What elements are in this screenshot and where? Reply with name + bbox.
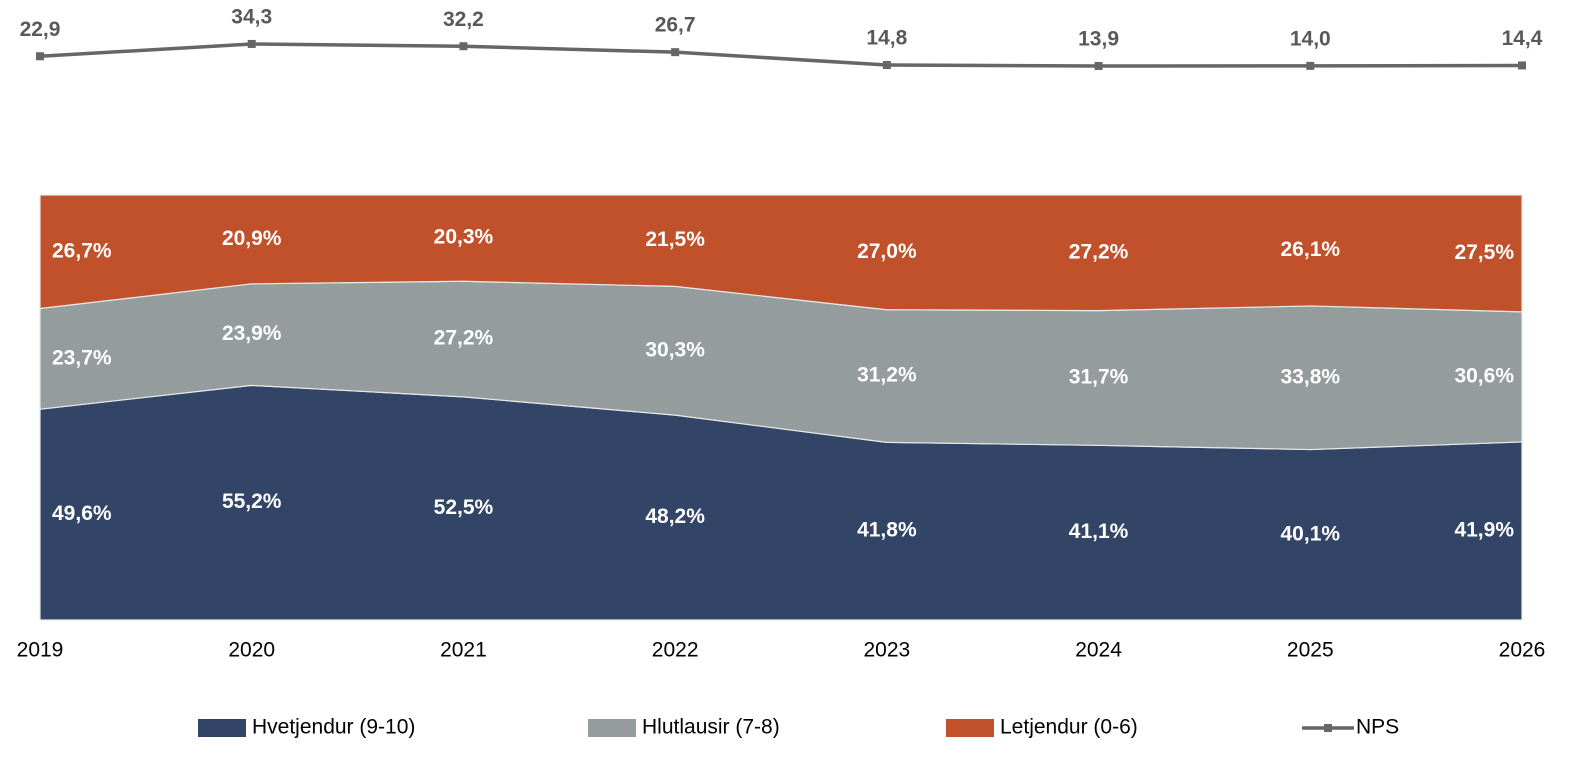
data-label: 31,2% bbox=[857, 364, 917, 387]
x-tick-label: 2021 bbox=[440, 639, 487, 662]
legend-label: Letjendur (0-6) bbox=[1000, 716, 1138, 739]
data-label: 49,6% bbox=[52, 502, 112, 525]
data-label: 27,0% bbox=[857, 240, 917, 263]
data-label: 14,0 bbox=[1290, 27, 1331, 50]
marker bbox=[671, 48, 680, 57]
data-label: 23,9% bbox=[222, 322, 282, 345]
data-label: 20,3% bbox=[434, 226, 494, 249]
data-label: 41,1% bbox=[1069, 520, 1129, 543]
data-label: 32,2 bbox=[443, 8, 484, 31]
x-tick-label: 2023 bbox=[863, 639, 910, 662]
data-label: 27,2% bbox=[434, 327, 494, 350]
data-label: 41,9% bbox=[1454, 519, 1514, 542]
data-label: 21,5% bbox=[645, 228, 705, 251]
marker bbox=[882, 61, 891, 70]
legend-label: Hvetjendur (9-10) bbox=[252, 716, 415, 739]
x-tick-label: 2024 bbox=[1075, 639, 1122, 662]
x-tick-label: 2019 bbox=[17, 639, 64, 662]
marker bbox=[1094, 61, 1103, 70]
data-label: 30,6% bbox=[1454, 364, 1514, 387]
marker bbox=[247, 39, 256, 48]
data-label: 48,2% bbox=[645, 505, 705, 528]
data-label: 40,1% bbox=[1281, 522, 1341, 545]
marker bbox=[36, 52, 44, 61]
data-label: 13,9 bbox=[1078, 28, 1119, 51]
data-label: 31,7% bbox=[1069, 366, 1129, 389]
data-label: 52,5% bbox=[434, 496, 494, 519]
area bbox=[39, 194, 1523, 313]
data-label: 20,9% bbox=[222, 227, 282, 250]
data-label: 30,3% bbox=[645, 338, 705, 361]
data-label: 55,2% bbox=[222, 490, 282, 513]
data-label: 34,3 bbox=[231, 6, 272, 29]
line bbox=[39, 42, 1523, 68]
data-label: 14,8 bbox=[866, 27, 907, 50]
x-tick-label: 2020 bbox=[228, 639, 275, 662]
data-label: 27,5% bbox=[1454, 241, 1514, 264]
data-label: 14,4 bbox=[1502, 27, 1543, 50]
marker bbox=[459, 42, 468, 51]
marker bbox=[1306, 61, 1315, 70]
legend-swatch bbox=[588, 719, 636, 737]
marker bbox=[1518, 61, 1526, 70]
data-label: 23,7% bbox=[52, 346, 112, 369]
legend-swatch bbox=[946, 719, 994, 737]
data-label: 33,8% bbox=[1281, 365, 1341, 388]
legend-label: NPS bbox=[1356, 716, 1399, 739]
data-label: 27,2% bbox=[1069, 240, 1129, 263]
legend-label: Hlutlausir (7-8) bbox=[642, 716, 780, 739]
x-tick-label: 2026 bbox=[1499, 639, 1546, 662]
legend-marker bbox=[1324, 724, 1332, 732]
data-label: 41,8% bbox=[857, 519, 917, 542]
data-label: 22,9 bbox=[20, 18, 61, 41]
data-label: 26,1% bbox=[1281, 238, 1341, 261]
x-tick-label: 2022 bbox=[652, 639, 699, 662]
x-tick-label: 2025 bbox=[1287, 639, 1334, 662]
data-label: 26,7% bbox=[52, 239, 112, 262]
legend-swatch bbox=[198, 719, 246, 737]
data-label: 26,7 bbox=[655, 14, 696, 37]
